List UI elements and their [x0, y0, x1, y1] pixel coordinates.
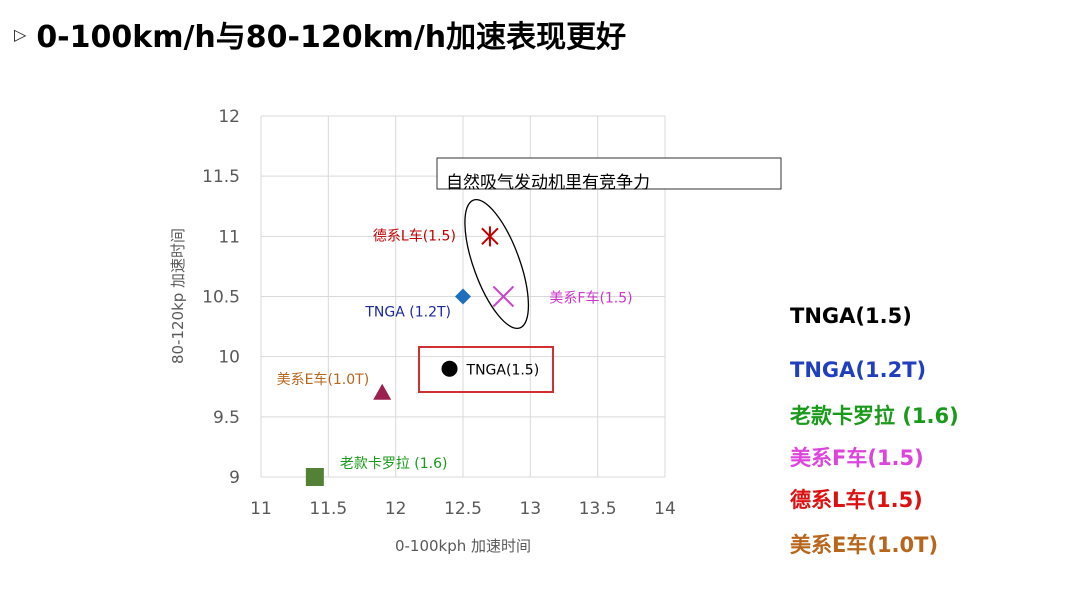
data-label: 美系F车(1.5)	[549, 290, 632, 307]
data-point-de-l-car	[481, 226, 499, 247]
legend-item: TNGA(1.5)	[790, 304, 912, 328]
data-point-us-e-car	[373, 383, 392, 400]
x-tick-label: 11	[250, 499, 272, 519]
data-point-us-f-car	[492, 285, 515, 308]
y-tick-label: 9.5	[213, 408, 240, 428]
data-label: 美系E车(1.0T)	[277, 371, 370, 388]
legend-item: 美系F车(1.5)	[790, 446, 924, 470]
data-label: 老款卡罗拉 (1.6)	[340, 456, 448, 472]
data-point-tnga-1-5	[441, 360, 458, 377]
legend-item: 美系E车(1.0T)	[790, 533, 939, 557]
x-tick-label: 13.5	[579, 499, 617, 519]
legend-item: TNGA(1.2T)	[790, 358, 927, 382]
y-tick-label: 11.5	[202, 167, 240, 187]
x-tick-label: 14	[654, 499, 676, 519]
highlight-box	[418, 346, 554, 393]
y-tick-label: 12	[218, 107, 240, 127]
x-tick-label: 11.5	[309, 499, 347, 519]
y-tick-label: 9	[229, 468, 240, 488]
triangle-bullet-icon: ▷	[14, 24, 27, 44]
data-label: 德系L车(1.5)	[373, 227, 456, 244]
highlight-ellipse	[464, 198, 530, 330]
y-tick-label: 10.5	[202, 288, 240, 308]
title-bar: ▷ 0-100km/h与80-120km/h加速表现更好	[14, 12, 626, 56]
x-tick-label: 13	[520, 499, 542, 519]
x-tick-label: 12.5	[444, 499, 482, 519]
data-point-old-corolla	[305, 468, 324, 486]
x-axis-label: 0-100kph 加速时间	[395, 537, 531, 555]
y-axis-label: 80-120kp 加速时间	[169, 228, 187, 364]
y-tick-label: 10	[218, 348, 240, 368]
legend-item: 老款卡罗拉 (1.6)	[790, 404, 959, 428]
annotation-text: 自然吸气发动机里有竞争力	[446, 173, 650, 193]
y-tick-label: 11	[218, 227, 240, 247]
annotation-box	[436, 157, 782, 190]
x-tick-label: 12	[385, 499, 407, 519]
data-label: TNGA(1.5)	[466, 363, 540, 379]
data-point-tnga-1-2t	[455, 288, 471, 305]
data-label: TNGA (1.2T)	[364, 305, 451, 321]
page-title: 0-100km/h与80-120km/h加速表现更好	[36, 20, 627, 55]
legend-item: 德系L车(1.5)	[790, 488, 923, 512]
